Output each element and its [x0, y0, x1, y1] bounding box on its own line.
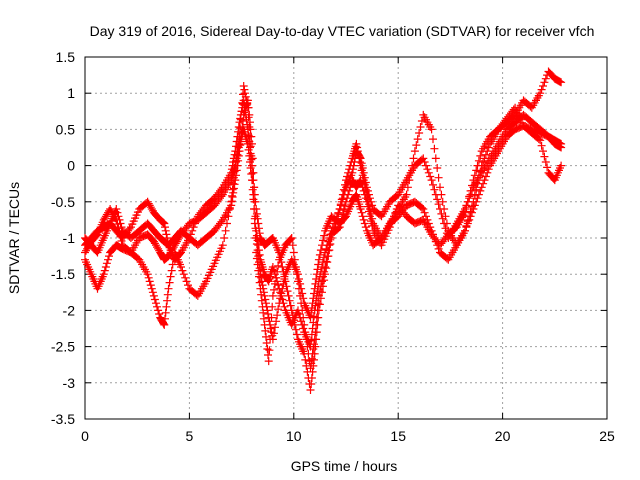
chart-title: Day 319 of 2016, Sidereal Day-to-day VTE…	[90, 23, 595, 39]
x-tick-label: 5	[186, 428, 194, 444]
x-tick-label: 10	[286, 428, 302, 444]
x-tick-label: 20	[495, 428, 511, 444]
y-axis-label: SDTVAR / TECUs	[6, 182, 22, 294]
y-tick-label: -2	[63, 302, 76, 318]
series-track-4	[81, 82, 566, 373]
y-tick-label: -3.5	[51, 411, 75, 427]
y-tick-label: -0.5	[51, 194, 75, 210]
grid-lines	[85, 57, 607, 419]
y-tick-label: -1	[63, 230, 76, 246]
y-tick-label: 1	[67, 85, 75, 101]
axis-ticks: 0 5 10 15 20 25 -3.5 -3 -2.5 -2 -1.5 -1 -0.5 0 0.5 1 1.5	[51, 49, 615, 444]
y-tick-label: -3	[63, 375, 76, 391]
data-points	[81, 67, 566, 394]
x-axis-label: GPS time / hours	[291, 458, 398, 474]
y-tick-label: -1.5	[51, 266, 75, 282]
y-tick-label: 1.5	[56, 49, 76, 65]
y-tick-label: 0	[67, 158, 75, 174]
x-tick-label: 15	[390, 428, 406, 444]
x-tick-label: 0	[81, 428, 89, 444]
y-tick-label: 0.5	[56, 121, 76, 137]
x-tick-label: 25	[599, 428, 615, 444]
data-point-markers	[81, 82, 566, 373]
y-tick-label: -2.5	[51, 339, 75, 355]
